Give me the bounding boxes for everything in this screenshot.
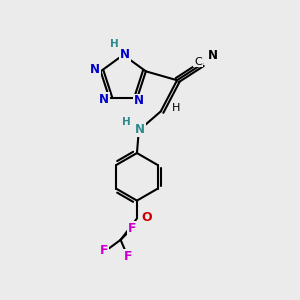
Text: N: N: [90, 63, 100, 76]
Text: N: N: [120, 48, 130, 61]
Text: F: F: [124, 250, 132, 263]
Text: N: N: [99, 93, 109, 106]
Text: O: O: [141, 211, 152, 224]
Text: H: H: [110, 40, 119, 50]
Text: F: F: [100, 244, 109, 257]
Text: H: H: [122, 117, 131, 128]
Text: C: C: [194, 56, 202, 67]
Text: F: F: [128, 222, 136, 235]
Text: N: N: [208, 49, 218, 62]
Text: H: H: [172, 103, 180, 113]
Text: N: N: [134, 94, 144, 107]
Text: N: N: [135, 123, 145, 136]
